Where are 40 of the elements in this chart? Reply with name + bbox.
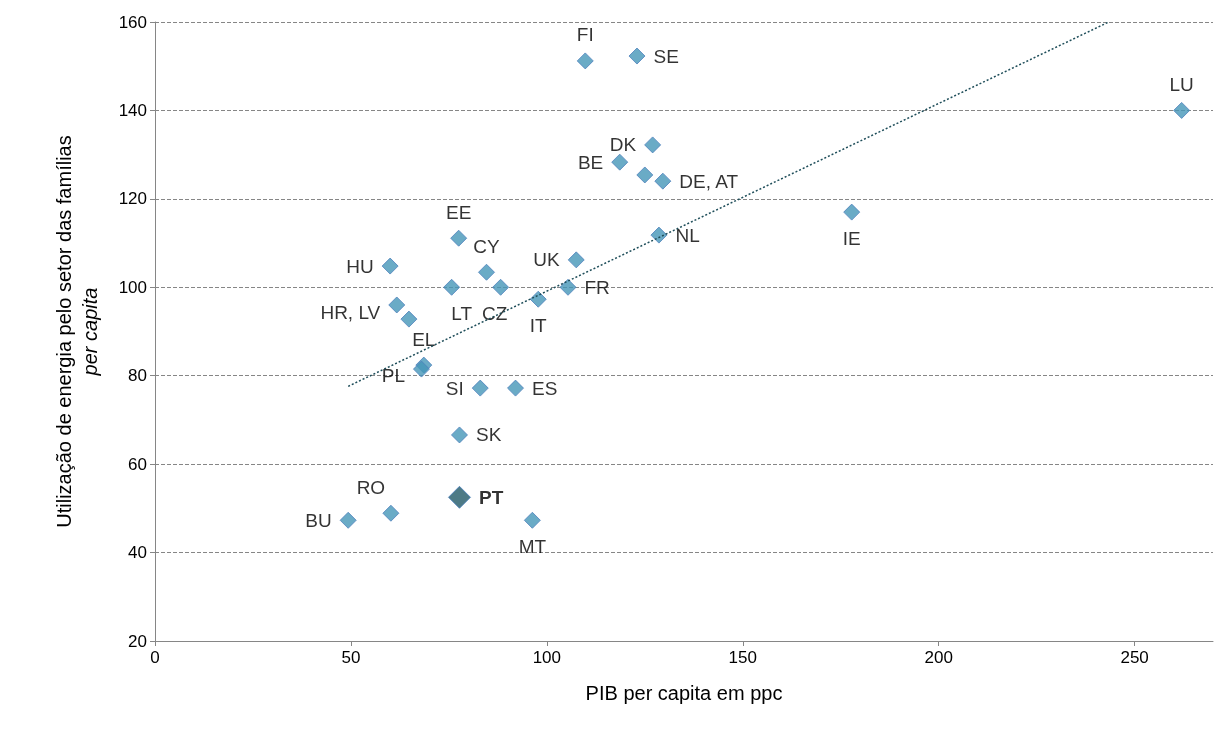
- x-tick-label: 100: [532, 648, 562, 667]
- data-label: SI: [445, 377, 464, 399]
- x-tick-label: 150: [728, 648, 757, 667]
- data-label: HU: [346, 255, 374, 277]
- y-axis-title: Utilização de energia pelo setor das famílias per capita: [53, 135, 101, 528]
- data-label: DK: [609, 134, 637, 156]
- x-axis-title: PIB per capita em ppc: [585, 682, 783, 704]
- data-label: IT: [529, 314, 548, 336]
- y-tick-label: 100: [118, 277, 147, 297]
- y-tick-label: 40: [128, 543, 147, 563]
- data-label: RO: [356, 476, 386, 498]
- data-label: BE: [577, 151, 604, 173]
- data-label: EL: [412, 328, 436, 350]
- data-label: SK: [475, 424, 502, 446]
- data-label: BU: [305, 509, 332, 531]
- data-label: DE, AT: [679, 170, 739, 192]
- data-label: LU: [1169, 73, 1194, 95]
- x-tick-label: 0: [150, 648, 160, 667]
- data-label: LT: [451, 302, 473, 324]
- x-tick-label: 200: [924, 648, 953, 667]
- y-tick-label: 160: [118, 12, 147, 32]
- data-label: HR, LV: [320, 302, 381, 324]
- x-tick-label: 50: [341, 648, 361, 667]
- x-tick-label: 250: [1120, 648, 1149, 667]
- y-tick-label: 80: [128, 366, 147, 386]
- y-tick-label: 140: [118, 100, 147, 120]
- y-tick-label: 20: [128, 631, 147, 651]
- y-tick-label: 60: [128, 454, 147, 474]
- series-label: PT: [478, 486, 504, 508]
- data-label: EE: [446, 201, 472, 223]
- data-label: FI: [576, 24, 594, 46]
- data-label: SE: [653, 45, 679, 67]
- data-label: UK: [533, 249, 561, 271]
- data-label: CY: [473, 235, 501, 257]
- data-label: ES: [532, 377, 558, 399]
- data-label: MT: [518, 535, 547, 557]
- data-label: IE: [842, 227, 861, 249]
- y-tick-label: 120: [118, 189, 147, 209]
- data-label: CZ: [481, 302, 508, 324]
- data-label: NL: [675, 224, 700, 246]
